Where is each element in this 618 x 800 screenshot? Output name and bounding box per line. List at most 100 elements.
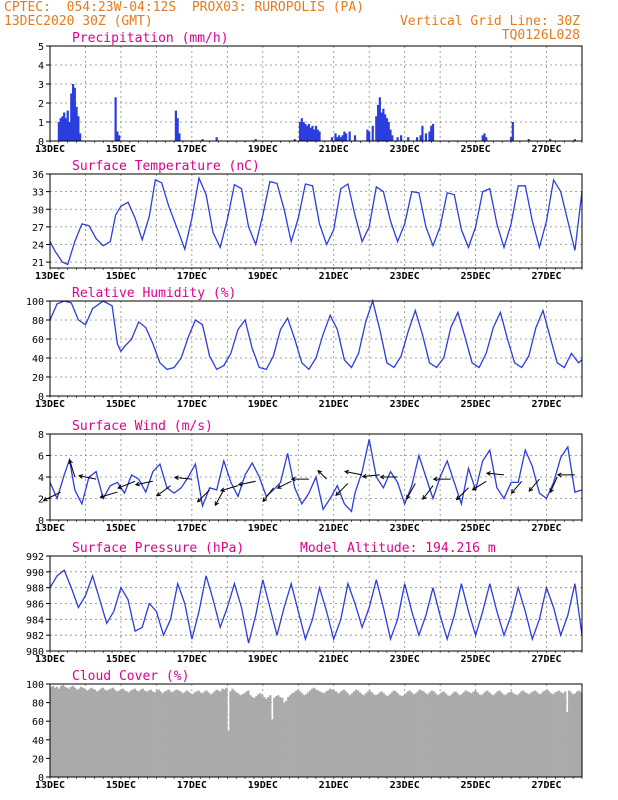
panel-4-xtick-label: 15DEC	[106, 654, 136, 665]
cloud-bar	[364, 693, 368, 777]
cloud-bar	[255, 696, 258, 777]
cloud-bar	[297, 689, 300, 777]
cloud-bar	[59, 685, 63, 777]
cloud-bar	[67, 688, 71, 777]
cloud-bar	[79, 686, 83, 777]
cloud-bar	[504, 695, 507, 777]
precip-bar	[391, 135, 394, 141]
cloud-bar	[263, 697, 266, 777]
wind-arrow-head	[344, 469, 350, 475]
cloud-bar	[73, 687, 77, 777]
precip-bar	[396, 137, 399, 141]
precip-bar	[75, 106, 78, 141]
cloud-bar	[516, 695, 519, 777]
panel-2-ytick-label: 100	[26, 297, 44, 308]
cloud-bar	[418, 689, 421, 777]
cloud-bar	[299, 691, 302, 777]
cloud-bar	[133, 688, 136, 777]
wind-arrow-head	[237, 481, 243, 487]
cloud-bar	[378, 692, 382, 777]
panel-3-xtick-label: 21DEC	[319, 523, 349, 534]
cloud-bar	[85, 690, 89, 777]
cloud-bar	[460, 694, 463, 777]
cloud-bar	[556, 691, 559, 777]
cloud-bar	[400, 696, 403, 777]
cloud-bar	[239, 695, 242, 777]
cloud-bar	[390, 692, 394, 777]
wind-arrow	[174, 476, 192, 480]
panel-1-ytick-label: 21	[32, 258, 44, 269]
precip-bar	[431, 123, 435, 141]
panel-4-title: Surface Pressure (hPa)	[72, 541, 244, 556]
wind-arrow-head	[510, 489, 516, 494]
panel-3-series-line	[49, 439, 583, 513]
panel-1-xtick-label: 23DEC	[390, 271, 420, 282]
panel-5-ytick-label: 40	[32, 736, 44, 747]
cloud-bar	[380, 691, 384, 777]
cloud-bar	[486, 690, 489, 777]
wind-arrow	[456, 487, 469, 501]
panel-5-ytick-label: 20	[32, 754, 44, 765]
cloud-bar	[408, 690, 411, 777]
panel-0-xtick-label: 23DEC	[390, 144, 420, 155]
cloud-bar	[151, 691, 154, 777]
precip-bar	[116, 131, 119, 141]
panel-5-xtick-label: 17DEC	[177, 780, 207, 791]
cloud-bar	[450, 694, 453, 777]
cloud-bar	[502, 694, 505, 777]
wind-arrow-head	[335, 491, 341, 497]
cloud-bar	[548, 691, 551, 777]
precip-bar	[527, 139, 530, 141]
cloud-bar	[580, 692, 583, 777]
panel-3-ytick-label: 2	[38, 495, 44, 506]
cloud-bar	[564, 691, 567, 777]
cloud-bar	[91, 688, 95, 777]
cloud-bar	[153, 692, 156, 777]
cloud-bar	[394, 691, 397, 777]
cloud-bar	[111, 687, 115, 777]
cloud-bar	[388, 694, 392, 777]
precip-bar	[311, 125, 314, 141]
panel-3-ytick-label: 8	[38, 430, 44, 441]
cloud-bar	[181, 693, 184, 777]
cloud-bar	[127, 692, 131, 777]
cloud-bar	[558, 690, 561, 777]
cloud-bar	[55, 686, 59, 777]
cloud-bar	[540, 693, 543, 777]
cloud-bar	[275, 696, 278, 777]
panel-5-xtick-label: 25DEC	[461, 780, 491, 791]
cloud-bar	[87, 689, 91, 777]
precip-bar	[548, 139, 552, 141]
cloud-bar	[185, 690, 188, 777]
cloud-bar	[488, 692, 491, 777]
cloud-bar	[332, 690, 336, 777]
precip-bar	[114, 97, 117, 141]
cloud-bar	[309, 690, 312, 777]
wind-arrow-head	[379, 474, 385, 480]
cloud-bar	[169, 691, 172, 777]
cloud-bar	[482, 693, 485, 777]
panel-4-xtick-label: 27DEC	[531, 654, 561, 665]
cloud-bar	[245, 691, 248, 777]
wind-arrow-head	[455, 495, 461, 501]
cloud-bar	[63, 686, 67, 777]
panel-0-ytick-label: 0	[38, 137, 44, 148]
precip-bar	[485, 137, 488, 141]
cloud-bar	[173, 690, 176, 777]
cloud-bar	[235, 692, 238, 777]
precip-bar	[178, 133, 181, 141]
cloud-bar	[494, 693, 497, 777]
panel-5-ytick-label: 80	[32, 699, 44, 710]
cloud-bar	[366, 691, 370, 777]
precip-bar	[254, 139, 257, 141]
cloud-bar	[368, 690, 372, 777]
cloud-bar	[303, 695, 306, 777]
panel-2-ytick-label: 80	[32, 316, 44, 327]
cloud-bar	[265, 698, 268, 777]
cloud-bar	[187, 691, 190, 777]
precip-bar	[385, 118, 389, 141]
panel-3-title: Surface Wind (m/s)	[72, 419, 213, 434]
wind-arrow	[486, 472, 505, 476]
cloud-bar	[440, 692, 443, 777]
wind-arrow	[117, 480, 136, 489]
